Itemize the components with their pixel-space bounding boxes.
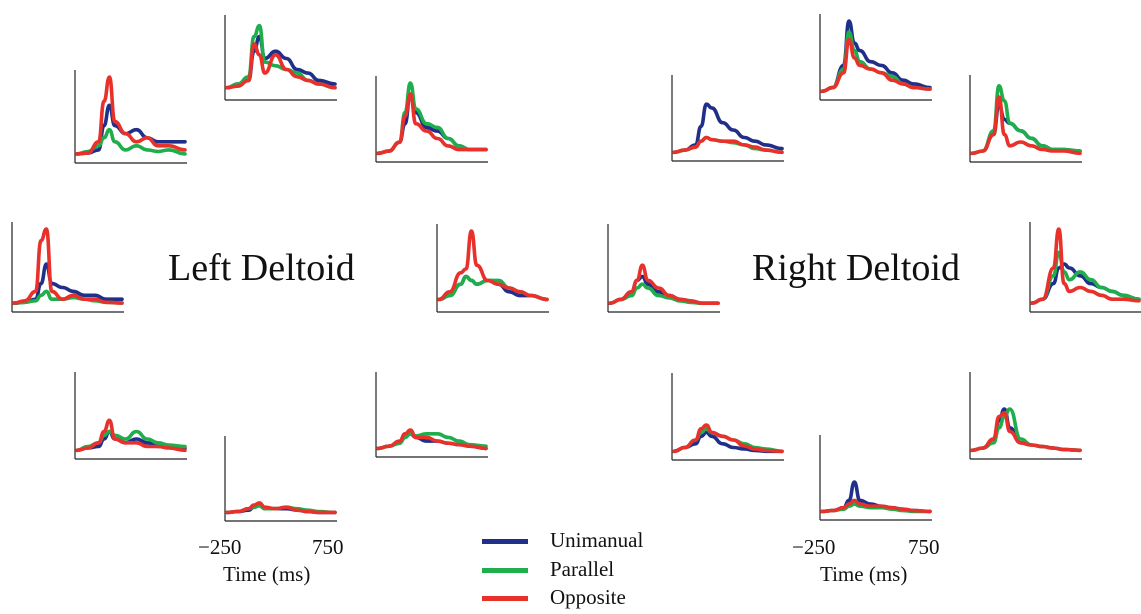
trace-opposite (970, 95, 1082, 156)
panel-right-deltoid-middle-left (607, 224, 720, 313)
panel-right-deltoid-middle-right (1029, 222, 1141, 313)
panel-left-deltoid-top-center (224, 15, 337, 101)
right-deltoid-title: Right Deltoid (752, 247, 960, 289)
left-time-end-label: 750 (312, 535, 344, 559)
trace-parallel (376, 431, 488, 451)
trace-opposite (970, 411, 1082, 453)
legend-swatch-unimanual (482, 539, 528, 544)
panel-right-deltoid-top-right (969, 75, 1082, 163)
panel-left-deltoid-bottom-right (375, 372, 488, 458)
panel-right-deltoid-top-left (671, 75, 784, 162)
trace-opposite (75, 75, 187, 156)
legend-label-opposite: Opposite (550, 585, 626, 609)
legend-item-parallel: Parallel (482, 557, 682, 583)
panel-right-deltoid-top-center (819, 14, 932, 101)
panel-left-deltoid-middle-left (11, 222, 124, 313)
trace-opposite (820, 37, 932, 94)
legend-label-unimanual: Unimanual (550, 528, 644, 552)
legend-item-unimanual: Unimanual (482, 528, 682, 554)
trace-opposite (1030, 227, 1141, 305)
trace-opposite (672, 135, 784, 155)
left-deltoid-title: Left Deltoid (168, 247, 355, 289)
panel-right-deltoid-bottom-left (671, 373, 784, 461)
trace-opposite (75, 418, 187, 453)
panel-left-deltoid-bottom-left (74, 372, 187, 460)
trace-unimanual (820, 19, 932, 94)
panel-right-deltoid-bottom-right (969, 372, 1082, 460)
legend-swatch-opposite (482, 596, 528, 601)
trace-opposite (225, 501, 337, 515)
trace-opposite (376, 92, 488, 156)
right-time-axis-title: Time (ms) (820, 562, 908, 586)
legend-swatch-parallel (482, 568, 528, 573)
panel-left-deltoid-bottom-center (224, 436, 337, 522)
trace-opposite (608, 263, 720, 306)
trace-opposite (225, 42, 337, 90)
trace-opposite (376, 428, 488, 451)
legend-item-opposite: Opposite (482, 585, 682, 611)
panel-left-deltoid-top-right (375, 76, 488, 163)
legend-label-parallel: Parallel (550, 557, 615, 581)
panel-left-deltoid-middle-right (436, 224, 549, 313)
trace-opposite (12, 227, 124, 305)
panel-right-deltoid-bottom-center (819, 435, 932, 521)
trace-opposite (672, 423, 784, 454)
trace-unimanual (672, 102, 784, 155)
left-time-axis-title: Time (ms) (223, 562, 311, 586)
trace-parallel (75, 127, 187, 156)
trace-opposite (437, 229, 549, 302)
left-time-start-label: −250 (198, 535, 242, 559)
trace-parallel (376, 81, 488, 156)
right-time-start-label: −250 (792, 535, 836, 559)
trace-parallel (1030, 250, 1141, 305)
trace-opposite (820, 498, 932, 514)
panel-left-deltoid-top-left (74, 70, 187, 164)
right-time-end-label: 750 (908, 535, 940, 559)
